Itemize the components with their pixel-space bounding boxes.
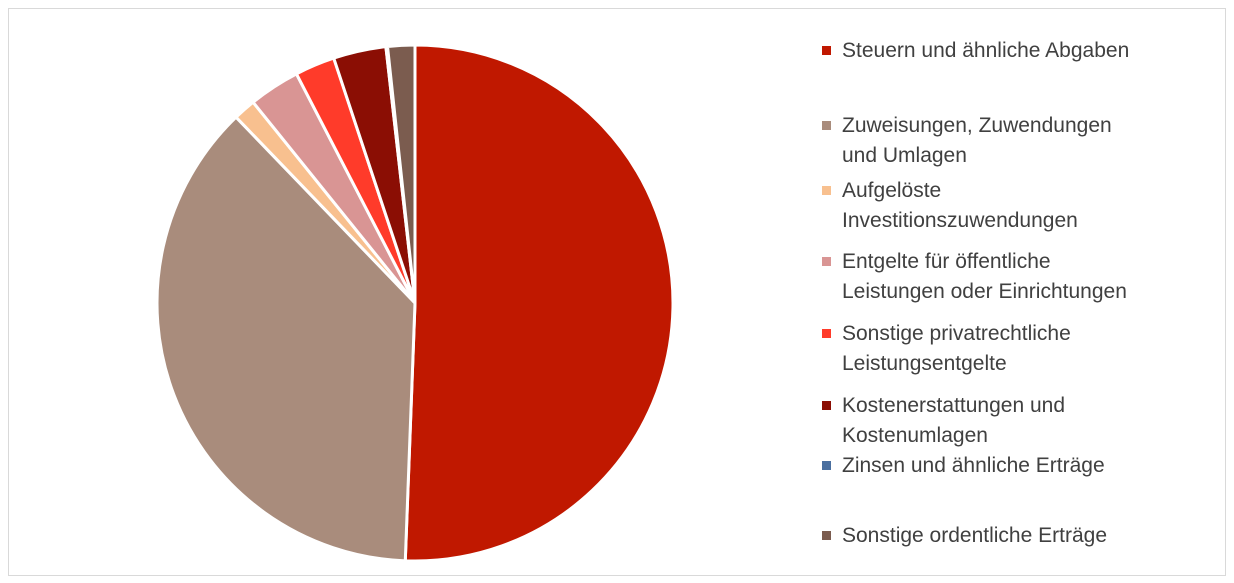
- legend-label: Zinsen und ähnliche Erträge: [842, 454, 1105, 477]
- pie-slice: [403, 43, 675, 563]
- legend-label: Entgelte für öffentliche Leistungen oder…: [842, 250, 1127, 303]
- legend-label: Steuern und ähnliche Abgaben: [842, 39, 1130, 62]
- legend-swatch: [822, 186, 831, 195]
- pie-slice: [155, 115, 417, 563]
- pie-slice: [385, 43, 417, 304]
- legend-swatch: [822, 46, 831, 55]
- legend-swatch: [822, 329, 831, 338]
- legend-swatch: [822, 401, 831, 410]
- legend-swatch: [822, 531, 831, 540]
- legend-label: Sonstige ordentliche Erträge: [842, 524, 1107, 547]
- legend-label: Zuweisungen, Zuwendungen und Umlagen: [842, 114, 1112, 167]
- legend-swatch: [822, 257, 831, 266]
- legend-label: Kostenerstattungen und Kostenumlagen: [842, 394, 1066, 447]
- legend-swatch: [822, 121, 831, 130]
- frame: [8, 8, 1226, 576]
- legend-swatch: [822, 461, 831, 470]
- legend-label: Sonstige privatrechtliche Leistungsentge…: [842, 322, 1071, 375]
- legend-label: Aufgelöste Investitionszuwendungen: [842, 179, 1078, 232]
